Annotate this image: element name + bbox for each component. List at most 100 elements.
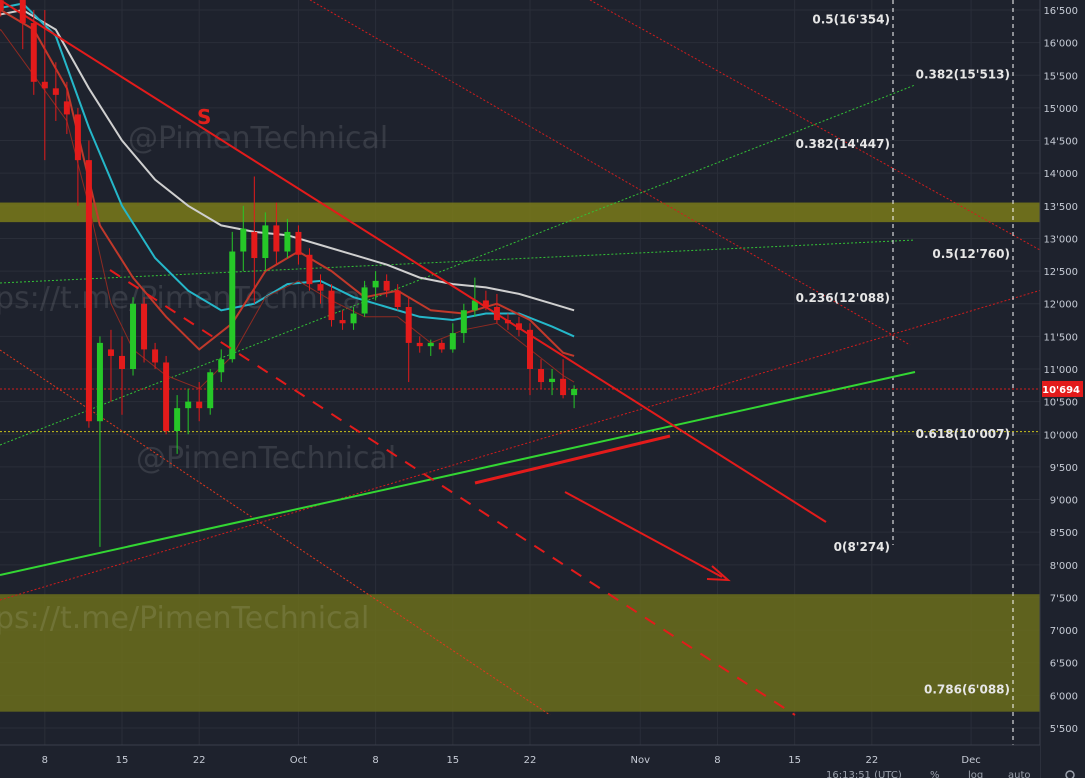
fib-level-label: 0.5(16'354): [812, 13, 890, 27]
down-arrow-head: [706, 565, 731, 582]
price-tick-label: 16'000: [1043, 39, 1078, 50]
watermark-layer: @PimenTechnical ps://t.me/PimenTechnical @…: [0, 121, 396, 636]
footer-clock: 16:13:51 (UTC): [826, 770, 902, 778]
time-axis-panel: [0, 745, 1040, 778]
price-tick-label: 6'000: [1050, 691, 1078, 702]
candle-body: [482, 300, 489, 307]
price-tick-label: 9'000: [1050, 496, 1078, 507]
candle-body: [405, 306, 412, 343]
price-tick-label: 8'000: [1050, 561, 1078, 572]
fib-level-label: 0.5(12'760): [932, 247, 1010, 261]
price-tick-label: 11'500: [1043, 332, 1078, 343]
candle-body: [538, 369, 545, 383]
price-tick-label: 7'500: [1050, 593, 1078, 604]
candle-body: [295, 231, 302, 255]
time-tick-label: 8: [714, 755, 720, 766]
watermark-text: @PimenTechnical: [128, 121, 388, 156]
candle-body: [0, 0, 4, 10]
main-downtrend-line: [0, 0, 827, 523]
candle-body: [339, 320, 346, 324]
candle-body: [350, 313, 357, 324]
footer-log-toggle[interactable]: log: [968, 770, 983, 778]
time-tick-label: 22: [865, 755, 878, 766]
down-arrow-shaft: [564, 491, 723, 578]
price-tick-label: 15'500: [1043, 71, 1078, 82]
candle-body: [229, 251, 236, 360]
price-tick-label: 12'500: [1043, 267, 1078, 278]
moving-average-line: [0, 2, 575, 338]
zone-rect: [0, 202, 1040, 223]
candle-body: [273, 225, 280, 252]
candle-body: [207, 372, 214, 409]
time-tick-label: Nov: [631, 755, 651, 766]
candle-body: [262, 225, 269, 259]
gear-icon[interactable]: [1065, 770, 1075, 778]
price-tick-label: 16'500: [1043, 6, 1078, 17]
footer-percent-toggle[interactable]: %: [930, 770, 940, 778]
price-tick-label: 13'000: [1043, 234, 1078, 245]
watermark-text: @PimenTechnical: [136, 441, 396, 476]
time-tick-label: Dec: [961, 755, 980, 766]
candle-body: [361, 287, 368, 314]
candle-body: [196, 401, 203, 409]
candle-body: [19, 0, 26, 24]
candle-body: [560, 378, 567, 396]
candle-body: [163, 362, 170, 432]
fib-level-label: 0.382(15'513): [916, 67, 1010, 81]
price-tick-label: 9'500: [1050, 463, 1078, 474]
current-price-tag-label: 10'694: [1042, 385, 1080, 396]
candle-body: [52, 88, 59, 95]
candle-body: [427, 342, 434, 347]
price-tick-label: 5'500: [1050, 724, 1078, 735]
projection-dashed-line: [109, 269, 796, 716]
candle-body: [30, 23, 37, 82]
channel-line: [309, 0, 911, 346]
candle-body: [571, 388, 578, 396]
candle-body: [85, 160, 92, 422]
time-tick-label: 15: [446, 755, 459, 766]
candle-body: [460, 310, 467, 334]
price-tick-label: 15'000: [1043, 104, 1078, 115]
candle-body: [63, 101, 70, 115]
fib-level-label: 0.786(6'088): [924, 683, 1010, 697]
candle-body: [174, 408, 181, 432]
main-uptrend-line: [0, 371, 916, 576]
candle-body: [185, 401, 192, 409]
time-tick-label: 15: [788, 755, 801, 766]
candle-body: [394, 290, 401, 307]
signal-label: S: [197, 105, 211, 129]
candle-body: [438, 342, 445, 350]
candle-body: [383, 280, 390, 291]
candle-body: [251, 231, 258, 259]
candle-body: [119, 355, 125, 369]
candle-body: [130, 303, 137, 369]
candle-body: [284, 231, 291, 252]
time-tick-label: 22: [193, 755, 206, 766]
drawing-layer: S: [0, 0, 916, 716]
candle-body: [218, 359, 225, 373]
fib-level-label: 0.382(14'447): [796, 137, 890, 151]
candle-body: [107, 349, 114, 356]
price-tick-label: 6'500: [1050, 659, 1078, 670]
price-tick-label: 14'500: [1043, 137, 1078, 148]
candle-body: [471, 300, 478, 311]
price-tick-label: 11'000: [1043, 365, 1078, 376]
fib-level-label: 0(8'274): [834, 540, 890, 554]
candle-body: [549, 378, 556, 383]
candle-body: [74, 114, 81, 161]
candle-body: [449, 333, 456, 350]
candle-body: [240, 228, 247, 252]
candle-body: [328, 290, 335, 321]
zone-layer: [0, 202, 1040, 712]
time-tick-label: Oct: [290, 755, 307, 766]
price-tick-label: 10'000: [1043, 430, 1078, 441]
time-tick-label: 15: [116, 755, 129, 766]
candle-body: [416, 342, 423, 347]
footer-auto-toggle[interactable]: auto: [1008, 770, 1031, 778]
watermark-text: ps://t.me/PimenTechnical: [0, 601, 369, 636]
candle-body: [96, 342, 103, 422]
price-tick-label: 13'500: [1043, 202, 1078, 213]
price-tick-label: 14'000: [1043, 169, 1078, 180]
